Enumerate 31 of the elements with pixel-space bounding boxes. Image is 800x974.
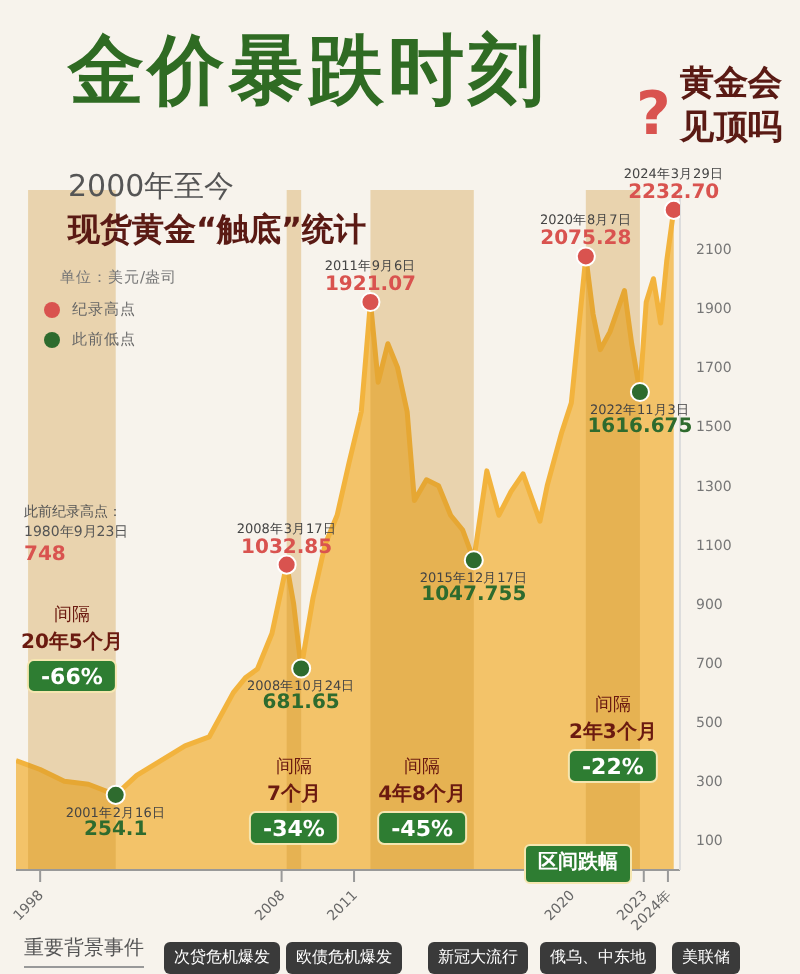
point <box>360 292 381 313</box>
text: 见顶吗 <box>680 108 782 149</box>
chart-title: 金价暴跌时刻 <box>68 22 548 118</box>
point <box>575 246 596 267</box>
band-label: 间隔 20年5个月 -66% <box>21 604 123 690</box>
point <box>276 554 297 575</box>
text: 美联储 <box>672 942 740 974</box>
text: 欧债危机爆发 <box>286 942 402 974</box>
chart-subtitle: 2000年至今 <box>68 168 235 206</box>
annotation: 区间跌幅 <box>524 844 632 884</box>
text: 次贷危机爆发 <box>164 942 280 974</box>
data-label: 1921.07 <box>324 274 417 297</box>
data-label: 1047.755 <box>421 584 527 607</box>
point <box>291 658 312 679</box>
data-label: 681.65 <box>262 692 340 715</box>
band-label: 间隔 2年3个月 -22% <box>568 694 657 780</box>
text: 黄金会 <box>680 64 782 105</box>
band-label: 间隔 4年8个月 -45% <box>378 756 467 842</box>
text: 新冠大流行 <box>428 942 528 974</box>
text: ? <box>636 80 671 152</box>
data-label: 2075.28 <box>540 228 632 251</box>
data-label: 254.1 <box>84 818 148 841</box>
point <box>105 784 126 805</box>
text: 重要背景事件 <box>24 938 144 968</box>
point <box>629 382 650 403</box>
annotation: 现货黄金“触底”统计 <box>68 210 367 249</box>
data-label: 2232.70 <box>628 181 720 204</box>
text: 俄乌、中东地 <box>540 942 656 974</box>
band-label: 间隔 7个月 -34% <box>263 756 325 842</box>
point <box>463 550 484 571</box>
annotation: 748 <box>24 544 66 568</box>
